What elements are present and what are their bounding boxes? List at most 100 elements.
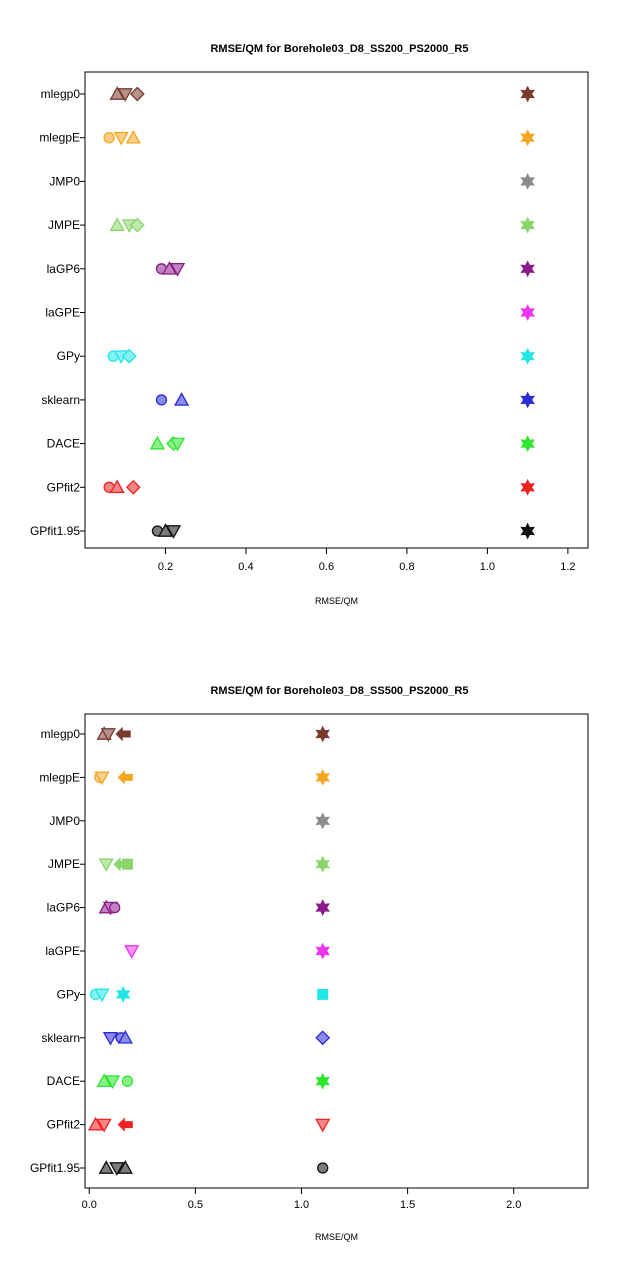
plot-frame [84,71,589,549]
x-tick-label: 1.0 [294,1199,309,1211]
x-tick-label: 0.2 [158,561,173,573]
point-gpfit1-95-down-triangle [109,1162,125,1176]
x-axis-label: RMSE/QM [315,596,358,606]
point-sklearn-circle [155,394,168,406]
point-gpy-star [115,985,131,1003]
point-jmpe-star [315,855,330,873]
x-tick-label: 0.5 [188,1199,203,1211]
point-gpy-diamond [121,348,137,364]
point-lagpe-star [315,942,330,960]
point-gpfit1-95-triangle [98,1160,114,1174]
point-mlegpe-arrow-left [117,770,133,785]
point-jmpe-diamond [129,217,145,233]
x-tick-label: 0.6 [319,561,334,573]
y-label-gpy: GPy [57,349,80,363]
y-label-jmp0: JMP0 [49,814,80,828]
x-tick-label: 1.0 [480,561,495,573]
point-dace-circle [121,1075,134,1087]
y-label-gpfit1-95: GPfit1.95 [30,524,80,538]
x-tick-label: 2.0 [506,1199,521,1211]
point-lagp6-triangle [161,260,178,275]
point-mlegpe-down-triangle [113,131,129,146]
point-mlegpe-star [520,129,535,147]
y-label-sklearn: sklearn [41,393,80,407]
point-mlegp0-star [520,85,535,103]
chart-1: RMSE/QM for Borehole03_D8_SS200_PS2000_R… [30,43,589,606]
point-mlegp0-down-triangle [100,728,116,742]
point-gpfit1-95-star [520,522,535,540]
x-tick-label: 1.2 [560,561,575,573]
y-label-gpy: GPy [57,987,80,1001]
point-mlegpe-circle [103,132,115,144]
point-gpfit2-down-triangle [96,1118,112,1133]
point-gpfit2-triangle [109,479,125,494]
y-label-jmp0: JMP0 [49,174,80,188]
point-gpfit1-95-down-triangle [165,525,182,539]
point-jmp0-star [520,172,535,190]
point-gpfit2-star [520,478,535,496]
y-label-mlegp0: mlegp0 [41,727,81,741]
y-label-dace: DACE [47,1074,80,1088]
y-label-lagp6: laGP6 [47,262,81,276]
chart-title: RMSE/QM for Borehole03_D8_SS500_PS2000_R… [210,685,468,697]
point-sklearn-star [520,391,535,409]
x-axis-label: RMSE/QM [315,1232,358,1242]
point-lagpe-star [520,304,535,321]
point-jmpe-square [121,858,133,870]
point-sklearn-triangle [173,392,190,406]
point-gpfit2-diamond [125,479,141,495]
point-dace-down-triangle [169,437,186,452]
point-lagp6-star [520,260,535,278]
point-mlegpe-triangle [125,129,141,144]
point-gpfit1-95-triangle [157,523,174,537]
y-label-gpfit1-95: GPfit1.95 [30,1161,80,1175]
point-mlegp0-star [315,725,330,743]
y-label-gpfit2: GPfit2 [47,1118,81,1132]
point-dace-star [520,435,535,453]
point-jmp0-star [315,812,330,830]
point-sklearn-down-triangle [102,1031,119,1046]
point-jmpe-star [520,216,535,234]
point-lagpe-down-triangle [124,945,140,959]
x-tick-label: 0.0 [82,1199,97,1211]
plot-frame [84,713,589,1189]
y-label-jmpe: JMPE [48,857,80,871]
point-lagp6-star [315,899,330,917]
point-mlegpe-down-triangle [94,771,110,786]
x-tick-label: 0.4 [238,561,253,573]
point-sklearn-triangle [117,1029,133,1044]
y-label-lagpe: laGPE [45,944,80,958]
point-jmpe-down-triangle [98,858,114,873]
y-label-gpfit2: GPfit2 [47,480,81,494]
point-mlegp0-arrow-left [115,726,131,742]
y-label-sklearn: sklearn [41,1031,80,1045]
point-dace-star [315,1072,330,1090]
point-gpfit1-95-circle [317,1162,329,1174]
y-label-lagp6: laGP6 [47,901,81,915]
point-sklearn-diamond [315,1030,331,1046]
point-mlegp0-down-triangle [117,88,133,102]
point-gpy-star [520,347,535,365]
y-label-mlegpe: mlegpE [39,131,80,145]
y-label-mlegpe: mlegpE [39,770,80,784]
point-lagp6-down-triangle [169,262,186,277]
point-mlegp0-triangle [109,86,125,100]
point-gpfit2-down-triangle [315,1118,331,1133]
y-label-dace: DACE [47,437,80,451]
y-label-jmpe: JMPE [48,218,80,232]
point-lagp6-circle [109,901,121,914]
x-tick-label: 0.8 [399,561,414,573]
point-mlegp0-diamond [129,86,145,102]
point-gpfit2-arrow-left [117,1117,133,1132]
point-gpfit1-95-triangle [117,1160,133,1174]
point-gpfit2-triangle [88,1116,104,1131]
point-dace-triangle [149,435,166,450]
point-mlegpe-star [315,768,330,786]
chart-title: RMSE/QM for Borehole03_D8_SS200_PS2000_R… [210,43,468,55]
point-gpy-down-triangle [94,988,110,1003]
y-label-lagpe: laGPE [45,306,80,320]
y-label-mlegp0: mlegp0 [41,87,81,101]
x-tick-label: 1.5 [400,1199,415,1211]
